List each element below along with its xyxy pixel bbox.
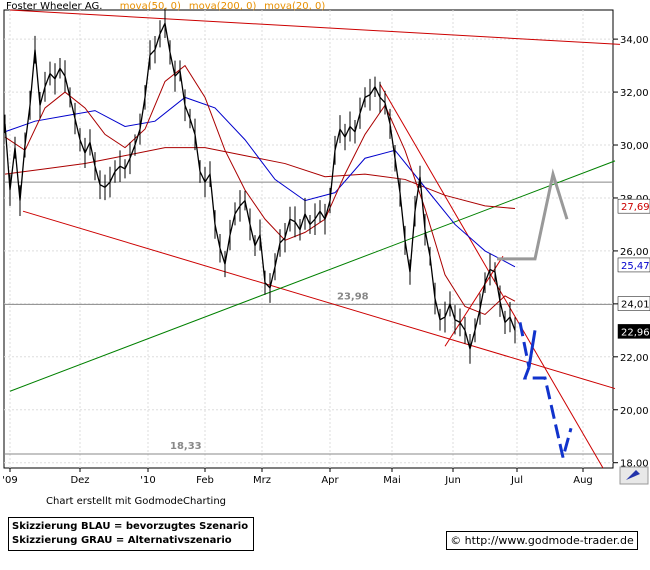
- x-tick-label: Aug: [573, 475, 593, 486]
- legend-line-blue: Skizzierung BLAU = bevorzugtes Szenario: [12, 521, 249, 532]
- ma50-line: [4, 96, 516, 268]
- plot-frame: [3, 9, 614, 469]
- y-tick-label: 22,00: [620, 353, 649, 364]
- x-tick-label: Jun: [444, 475, 461, 486]
- trend-line: [9, 160, 616, 392]
- y-tick-label: 18,00: [620, 459, 649, 470]
- ma200-line: [4, 147, 516, 210]
- price-tag-label: 22,96: [621, 327, 650, 338]
- y-tick-label: 26,00: [620, 247, 649, 258]
- y-tick-label: 32,00: [620, 88, 649, 99]
- y-axis: 18,0020,0022,0024,0026,0028,0030,0032,00…: [613, 35, 649, 470]
- x-tick-label: Mrz: [253, 475, 271, 486]
- price-tag-box: [617, 324, 650, 339]
- y-tick-label: 20,00: [620, 406, 649, 417]
- ma20-line: [4, 64, 516, 316]
- trend-line: [379, 83, 604, 469]
- x-axis: '09 Dez '10 Feb Mrz Apr Mai Jun Jul Aug: [2, 468, 593, 486]
- chart-title: Foster Wheeler AG.: [6, 1, 102, 12]
- chart-title-group: Foster Wheeler AG. mova(50, 0) mova(200, …: [6, 1, 325, 12]
- x-tick-label: Mai: [383, 475, 401, 486]
- price-tag-label: 24,01: [621, 300, 650, 311]
- price-chart: 18,0020,0022,0024,0026,0028,0030,0032,00…: [2, 1, 650, 486]
- x-tick-label: Dez: [70, 475, 89, 486]
- price-tag-box: [617, 296, 650, 311]
- price-tag-label: 25,47: [621, 261, 650, 272]
- level-annotation: 18,33: [170, 441, 202, 452]
- indicator-label: mova(200, 0): [189, 1, 257, 12]
- scenario-gray: [497, 168, 569, 261]
- price-tag-label: 27,69: [621, 202, 650, 213]
- annotations: 23,98 18,33: [170, 291, 369, 452]
- y-tick-label: 30,00: [620, 141, 649, 152]
- scenario-sketches: [497, 168, 573, 458]
- moving-averages: [4, 64, 516, 316]
- x-tick-label: Jul: [510, 475, 523, 486]
- price-tag-box: [617, 257, 650, 273]
- scenario-blue: [518, 322, 573, 458]
- arrow-icon: [626, 470, 640, 480]
- level-annotation: 23,98: [337, 291, 369, 302]
- x-tick-label: Apr: [321, 475, 339, 486]
- trend-line: [9, 9, 621, 45]
- indicator-label: mova(50, 0): [120, 1, 181, 12]
- price-tags: 27,69 25,47 24,01 22,96: [617, 198, 650, 339]
- x-tick-label: Feb: [196, 475, 214, 486]
- y-tick-label: 34,00: [620, 35, 649, 46]
- trend-line: [22, 210, 616, 390]
- x-tick-label: '10: [140, 475, 155, 486]
- grid: [4, 10, 613, 468]
- price-tag-box: [617, 198, 650, 214]
- legend-box: Skizzierung BLAU = bevorzugtes Szenario …: [8, 517, 254, 551]
- source-url[interactable]: © http://www.godmode-trader.de: [446, 531, 638, 550]
- x-tick-label: '09: [2, 475, 17, 486]
- price-series: [4, 8, 516, 364]
- scroll-controls[interactable]: [619, 466, 649, 485]
- credit-text: Chart erstellt mit GodmodeCharting: [46, 496, 226, 507]
- legend-line-gray: Skizzierung GRAU = Alternativszenario: [12, 535, 232, 546]
- indicator-label: mova(20, 0): [264, 1, 325, 12]
